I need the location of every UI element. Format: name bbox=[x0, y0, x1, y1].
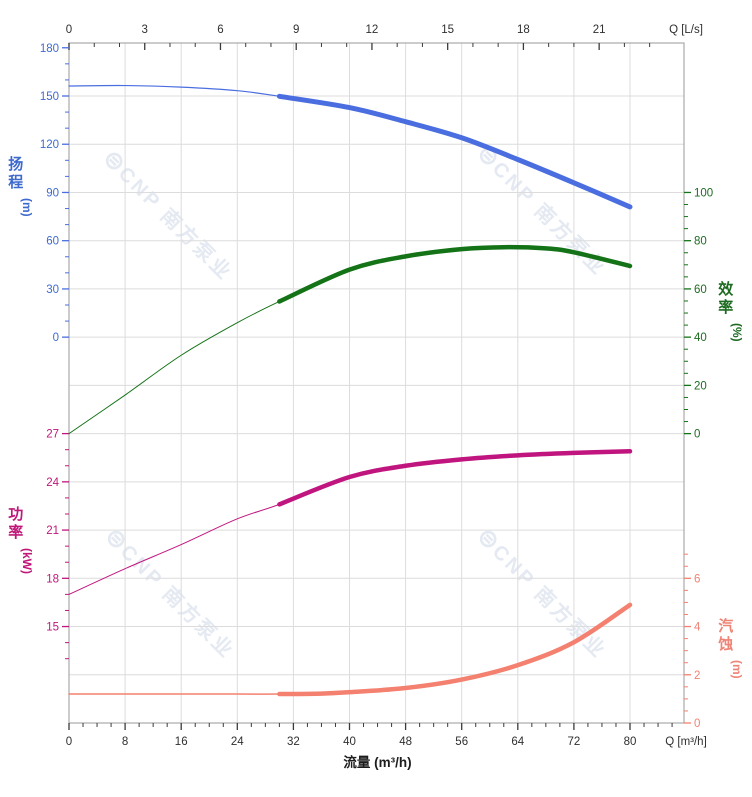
efficiency-axis-unit: (%) bbox=[729, 323, 744, 342]
svg-text:56: 56 bbox=[455, 736, 468, 748]
svg-text:Q [m³/h]: Q [m³/h] bbox=[665, 736, 707, 748]
npsh-axis-title: 汽蚀 (m) bbox=[716, 618, 744, 679]
svg-text:2: 2 bbox=[694, 670, 700, 682]
head-axis-title: 扬程 (m) bbox=[6, 156, 34, 217]
svg-text:21: 21 bbox=[46, 525, 59, 537]
npsh-axis-title-text: 汽蚀 bbox=[716, 618, 734, 654]
svg-text:20: 20 bbox=[694, 380, 707, 392]
svg-text:80: 80 bbox=[624, 736, 637, 748]
svg-text:6: 6 bbox=[217, 24, 223, 36]
svg-text:150: 150 bbox=[40, 91, 59, 103]
head-axis-title-text: 扬程 bbox=[6, 156, 24, 192]
svg-text:12: 12 bbox=[366, 24, 379, 36]
power-axis-unit: (kW) bbox=[19, 548, 34, 574]
svg-text:0: 0 bbox=[66, 736, 72, 748]
svg-text:15: 15 bbox=[441, 24, 454, 36]
svg-text:24: 24 bbox=[46, 477, 59, 489]
svg-text:24: 24 bbox=[231, 736, 244, 748]
efficiency-axis-title: 效率 (%) bbox=[716, 281, 744, 342]
svg-text:180: 180 bbox=[40, 43, 59, 55]
svg-text:40: 40 bbox=[694, 332, 707, 344]
flow-axis-title: 流量 (m³/h) bbox=[343, 755, 412, 770]
svg-text:60: 60 bbox=[46, 236, 59, 248]
power-axis-title: 功率 (kW) bbox=[6, 506, 34, 574]
head-axis-unit: (m) bbox=[19, 198, 34, 217]
svg-text:48: 48 bbox=[399, 736, 412, 748]
svg-text:21: 21 bbox=[593, 24, 606, 36]
svg-text:32: 32 bbox=[287, 736, 300, 748]
efficiency-axis-title-text: 效率 bbox=[716, 281, 734, 317]
svg-text:6: 6 bbox=[694, 573, 700, 585]
svg-text:18: 18 bbox=[517, 24, 530, 36]
svg-text:Q [L/s]: Q [L/s] bbox=[669, 24, 703, 36]
svg-text:4: 4 bbox=[694, 622, 701, 634]
svg-text:18: 18 bbox=[46, 573, 59, 585]
svg-text:120: 120 bbox=[40, 139, 59, 151]
svg-text:0: 0 bbox=[694, 429, 700, 441]
npsh-axis-unit: (m) bbox=[729, 660, 744, 679]
svg-text:8: 8 bbox=[122, 736, 128, 748]
svg-text:15: 15 bbox=[46, 622, 59, 634]
power-axis-title-text: 功率 bbox=[6, 506, 24, 542]
svg-text:3: 3 bbox=[142, 24, 148, 36]
svg-text:27: 27 bbox=[46, 429, 59, 441]
svg-text:60: 60 bbox=[694, 284, 707, 296]
svg-text:80: 80 bbox=[694, 236, 707, 248]
svg-text:0: 0 bbox=[53, 332, 59, 344]
svg-text:30: 30 bbox=[46, 284, 59, 296]
svg-text:16: 16 bbox=[175, 736, 188, 748]
svg-text:90: 90 bbox=[46, 187, 59, 199]
svg-text:100: 100 bbox=[694, 187, 713, 199]
svg-text:40: 40 bbox=[343, 736, 356, 748]
svg-text:64: 64 bbox=[511, 736, 524, 748]
svg-text:72: 72 bbox=[568, 736, 581, 748]
svg-text:9: 9 bbox=[293, 24, 299, 36]
svg-text:0: 0 bbox=[694, 718, 700, 730]
svg-text:0: 0 bbox=[66, 24, 72, 36]
